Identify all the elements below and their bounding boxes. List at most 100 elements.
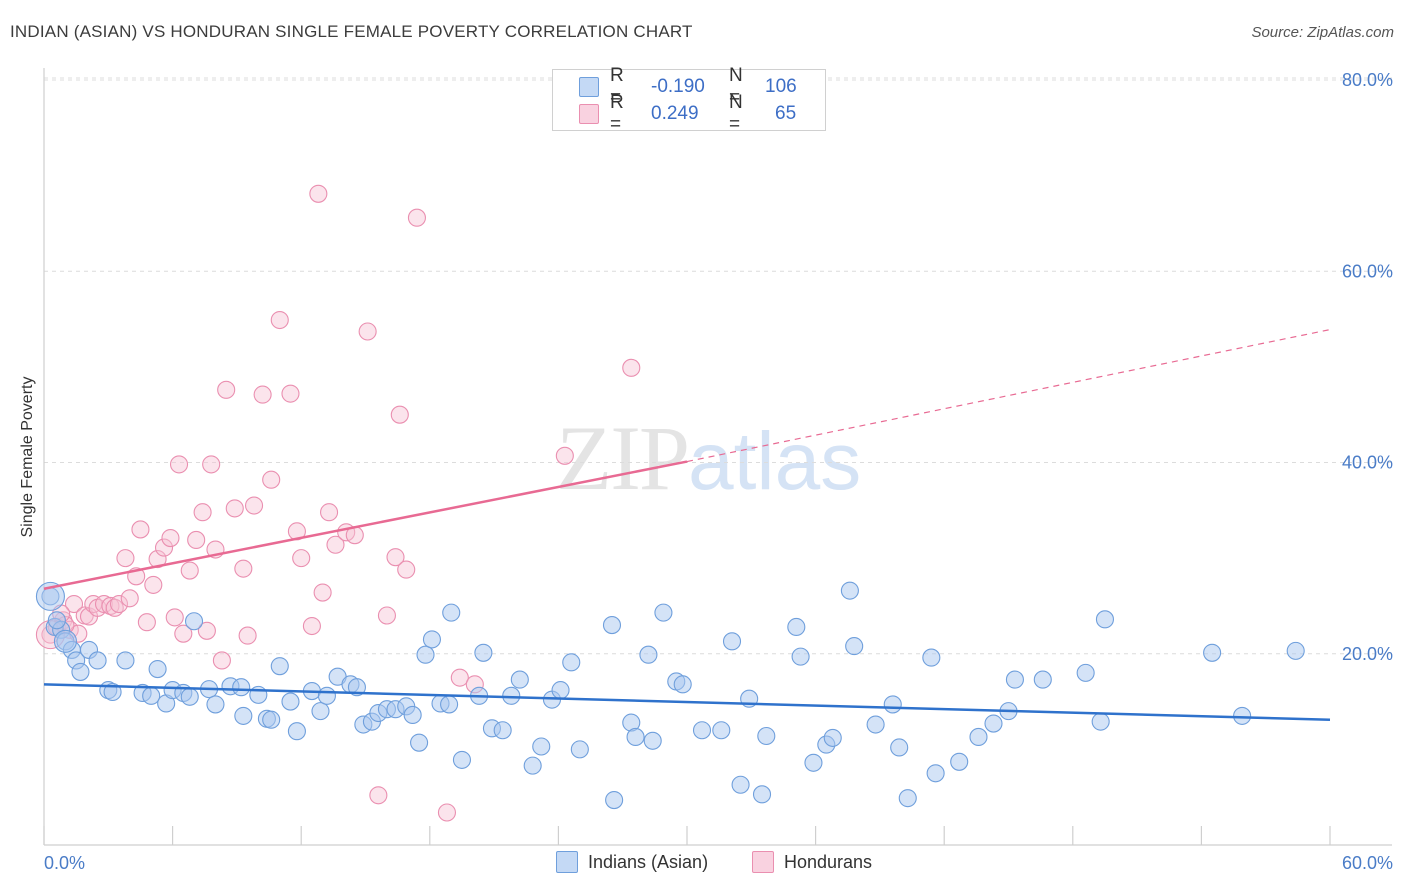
honduran-point [326, 535, 345, 554]
honduran-point [313, 583, 332, 602]
y-tick-label: 20.0% [1342, 644, 1393, 664]
indian-point [116, 651, 135, 670]
indian-point [1033, 670, 1052, 689]
x-tick-label: 60.0% [1342, 853, 1393, 873]
indian-point [926, 764, 945, 783]
legend-item-indians: Indians (Asian) [556, 851, 708, 873]
honduran-point [116, 549, 135, 568]
legend-swatch-hondurans [752, 851, 774, 873]
honduran-point [94, 594, 114, 614]
indian-point [845, 637, 864, 656]
indian-point [270, 657, 289, 676]
indian-point [969, 727, 988, 746]
indian-point [984, 714, 1003, 733]
indian-point [1091, 712, 1110, 731]
trend-lines [43, 328, 1331, 721]
indian-point [442, 603, 461, 622]
indian-point [562, 653, 581, 672]
indian-point [898, 789, 917, 808]
indian-point [602, 616, 622, 635]
hondurans-trend-line [43, 460, 688, 590]
honduran-point [193, 503, 212, 522]
indian-point [866, 715, 885, 734]
legend-label-indians: Indians (Asian) [588, 851, 709, 872]
honduran-point [217, 380, 236, 399]
chart-title: INDIAN (ASIAN) VS HONDURAN SINGLE FEMALE… [10, 22, 693, 41]
indian-point-large [35, 581, 65, 611]
indian-point [311, 702, 330, 721]
indian-point [232, 678, 251, 697]
y-tick-label: 40.0% [1342, 453, 1393, 473]
indian-point [88, 651, 107, 670]
indian-point [673, 675, 692, 694]
honduran-point [197, 621, 216, 640]
legend-n-label: N = [729, 92, 743, 135]
tick-labels: 20.0% 40.0% 60.0% 80.0% 0.0% 60.0% [44, 70, 1393, 873]
indian-point [692, 721, 712, 740]
honduran-point [64, 594, 84, 614]
indian-point [1076, 663, 1095, 682]
honduran-point [377, 606, 396, 625]
honduran-point [120, 589, 139, 608]
honduran-point [137, 613, 156, 632]
honduran-point [292, 549, 311, 568]
honduran-point [320, 503, 339, 522]
honduran-point [169, 455, 189, 474]
indian-point [823, 728, 842, 747]
y-tick-label: 60.0% [1342, 261, 1393, 281]
indian-point [1095, 610, 1114, 629]
honduran-point [154, 538, 174, 557]
indian-point [731, 775, 750, 794]
honduran-point [187, 530, 206, 550]
indian-point [422, 630, 441, 649]
legend-n-value: 65 [775, 103, 797, 124]
indian-point [639, 645, 658, 664]
honduran-point [161, 528, 180, 548]
indian-point [440, 695, 459, 714]
indian-point [605, 791, 624, 810]
indian-point [840, 581, 859, 600]
legend-n-label: N = [729, 65, 743, 108]
indian-point [142, 686, 161, 705]
indian-point [787, 617, 806, 637]
indian-point [403, 705, 422, 725]
indian-point [474, 643, 493, 662]
indian-point [103, 682, 122, 702]
honduran-point [270, 310, 289, 330]
honduran-point [131, 520, 150, 539]
indian-point [922, 648, 941, 667]
honduran-point [253, 385, 272, 404]
legend-item-hondurans: Hondurans [752, 851, 872, 873]
hondurans-points [35, 184, 641, 822]
honduran-point [174, 624, 193, 643]
honduran-point [202, 455, 221, 474]
honduran-point [622, 358, 641, 377]
honduran-point [358, 322, 377, 341]
indian-point [523, 756, 542, 775]
indian-point [890, 738, 909, 757]
indian-point [532, 737, 551, 756]
indians-points [35, 581, 1305, 810]
honduran-point [165, 608, 184, 627]
indian-point [148, 659, 167, 679]
honduran-point [397, 560, 416, 579]
indian-point [287, 722, 306, 741]
indian-point [410, 733, 429, 752]
honduran-point [386, 548, 405, 567]
legend-swatch-indians [556, 851, 578, 873]
indian-point [551, 681, 570, 700]
indian-point [752, 785, 772, 804]
indian-point [791, 647, 810, 666]
honduran-point [437, 803, 456, 822]
honduran-point [302, 616, 321, 636]
legend-r-label: R = [610, 65, 624, 108]
indian-point [712, 721, 731, 740]
legend-n-value: 106 [765, 76, 797, 97]
indian-point [510, 670, 529, 689]
honduran-point [309, 184, 328, 203]
indian-point [47, 611, 66, 630]
honduran-point [225, 499, 244, 518]
indian-point-large [53, 629, 77, 653]
hondurans-trend-extension [686, 328, 1331, 463]
